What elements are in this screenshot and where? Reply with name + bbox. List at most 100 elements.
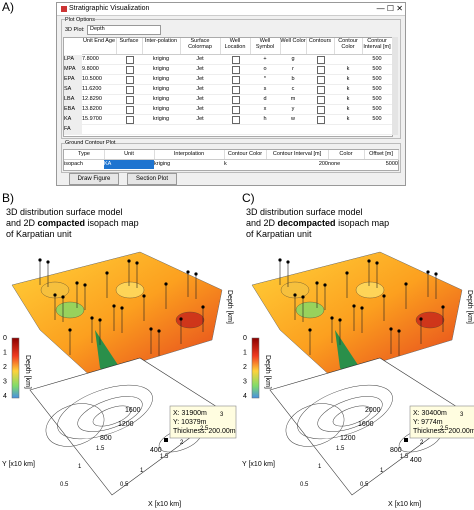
- table-cell: 15.9700: [82, 116, 102, 122]
- table-cell[interactable]: KA: [104, 160, 154, 169]
- checkbox[interactable]: [126, 56, 134, 64]
- checkbox[interactable]: [232, 76, 240, 84]
- checkbox[interactable]: [126, 106, 134, 114]
- panel-label: A): [2, 0, 14, 14]
- well-head: [90, 316, 94, 320]
- checkbox[interactable]: [317, 56, 325, 64]
- table-cell[interactable]: 5000: [385, 161, 398, 167]
- app-icon: [61, 6, 67, 12]
- contour-line: [92, 405, 132, 427]
- y-tick-label: 1: [78, 464, 82, 470]
- table-cell: Jet: [196, 106, 204, 112]
- x-tick-label: 2.5: [200, 426, 209, 432]
- title-line: of Karpatian unit: [246, 229, 312, 239]
- title-part: isopach map: [85, 218, 139, 228]
- x-tick-label: 2: [180, 440, 184, 446]
- checkbox[interactable]: [232, 106, 240, 114]
- well-head: [441, 305, 445, 309]
- table-cell: k: [346, 116, 350, 122]
- column-header: Well Symbol: [250, 38, 281, 55]
- well-head: [201, 305, 205, 309]
- table-cell[interactable]: 200: [318, 161, 328, 167]
- checkbox[interactable]: [317, 96, 325, 104]
- button[interactable]: Draw Figure: [69, 173, 119, 185]
- title-line: of Karpatian unit: [6, 229, 72, 239]
- y-tick-label: 1.5: [336, 446, 345, 452]
- surface-patch: [55, 301, 85, 319]
- table-cell: y: [291, 106, 295, 112]
- table-cell: kriging: [152, 66, 170, 72]
- table-cell[interactable]: kriging: [154, 161, 171, 167]
- table-cell: EPA: [64, 75, 82, 84]
- tooltip-text: Y: 9774m: [413, 419, 443, 426]
- contour-label: 800: [100, 435, 112, 442]
- checkbox[interactable]: [126, 116, 134, 124]
- button[interactable]: Section Plot: [127, 173, 177, 185]
- well-head: [157, 329, 161, 333]
- checkbox[interactable]: [232, 56, 240, 64]
- table-cell: 500: [372, 96, 382, 102]
- table-cell[interactable]: isopach: [64, 161, 83, 167]
- well-head: [135, 261, 139, 265]
- contour-label: 400: [410, 457, 422, 464]
- checkbox[interactable]: [126, 76, 134, 84]
- x-tick-label: 1: [380, 468, 384, 474]
- x-tick-label: 1.5: [160, 454, 169, 460]
- colorbar: [251, 337, 260, 399]
- table-cell: LPA: [64, 55, 82, 64]
- contour-label: 1600: [125, 407, 141, 414]
- well-head: [389, 327, 393, 331]
- table-cell[interactable]: k: [224, 161, 227, 167]
- well-head: [352, 304, 356, 308]
- checkbox[interactable]: [126, 96, 134, 104]
- checkbox[interactable]: [232, 96, 240, 104]
- colorbar-tick-label: 4: [243, 393, 247, 400]
- well-head: [164, 282, 168, 286]
- y-tick-label: 0.5: [300, 482, 309, 488]
- well-head: [308, 328, 312, 332]
- checkbox[interactable]: [317, 86, 325, 94]
- contour-line: [317, 396, 383, 432]
- tooltip-text: X: 30400m: [413, 410, 447, 417]
- scrollbar[interactable]: [392, 37, 398, 135]
- checkbox[interactable]: [232, 86, 240, 94]
- well-head: [330, 316, 334, 320]
- window-controls[interactable]: — ☐ ✕: [376, 4, 403, 13]
- well-head: [397, 329, 401, 333]
- table-cell: 500: [372, 66, 382, 72]
- row-line: [64, 134, 392, 135]
- checkbox[interactable]: [317, 66, 325, 74]
- plot-3d-dropdown[interactable]: Depth: [87, 25, 161, 35]
- row-line: [64, 104, 392, 105]
- contour-line: [77, 396, 143, 432]
- well-head: [112, 304, 116, 308]
- colorbar-label: Depth [km]: [24, 355, 31, 389]
- tooltip-marker: [164, 438, 168, 442]
- table-cell: 11.6200: [82, 86, 102, 92]
- well-head: [360, 306, 364, 310]
- table-cell: g: [291, 56, 295, 62]
- surface-patch: [175, 311, 205, 329]
- table-cell: 500: [372, 76, 382, 82]
- checkbox[interactable]: [317, 116, 325, 124]
- checkbox[interactable]: [232, 116, 240, 124]
- table-cell[interactable]: none: [328, 161, 341, 167]
- contour-label: 1200: [340, 435, 356, 442]
- table-cell: k: [346, 106, 350, 112]
- colorbar: [11, 337, 20, 399]
- row-line: [64, 64, 392, 65]
- checkbox[interactable]: [317, 106, 325, 114]
- checkbox[interactable]: [232, 66, 240, 74]
- surface-patch: [355, 281, 385, 299]
- well-head: [149, 327, 153, 331]
- contour-line: [45, 403, 105, 447]
- well-head: [419, 317, 423, 321]
- checkbox[interactable]: [317, 76, 325, 84]
- checkbox[interactable]: [126, 86, 134, 94]
- table-cell: Jet: [196, 86, 204, 92]
- plot-3d-label: 3D Plot:: [65, 27, 85, 33]
- table-cell: 9.8000: [82, 66, 99, 72]
- well-head: [323, 283, 327, 287]
- checkbox[interactable]: [126, 66, 134, 74]
